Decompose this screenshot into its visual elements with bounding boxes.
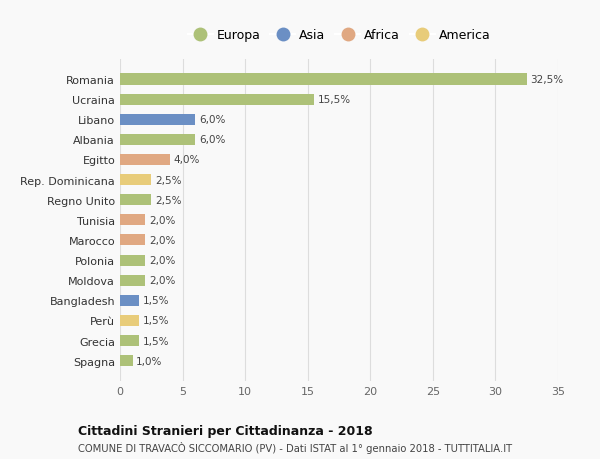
Text: 2,0%: 2,0% <box>149 235 175 246</box>
Bar <box>120 134 195 146</box>
Bar <box>120 95 314 106</box>
Bar <box>120 155 170 166</box>
Bar <box>120 174 151 186</box>
Text: 2,0%: 2,0% <box>149 275 175 285</box>
Text: 6,0%: 6,0% <box>199 135 225 145</box>
Bar <box>120 275 145 286</box>
Bar <box>120 295 139 306</box>
Bar <box>120 215 145 226</box>
Text: Cittadini Stranieri per Cittadinanza - 2018: Cittadini Stranieri per Cittadinanza - 2… <box>78 424 373 437</box>
Bar <box>120 235 145 246</box>
Text: 1,5%: 1,5% <box>143 296 169 306</box>
Text: COMUNE DI TRAVACÒ SICCOMARIO (PV) - Dati ISTAT al 1° gennaio 2018 - TUTTITALIA.I: COMUNE DI TRAVACÒ SICCOMARIO (PV) - Dati… <box>78 441 512 453</box>
Text: 4,0%: 4,0% <box>174 155 200 165</box>
Bar <box>120 114 195 125</box>
Bar <box>120 335 139 346</box>
Bar <box>120 355 133 366</box>
Bar <box>120 255 145 266</box>
Bar <box>120 74 527 85</box>
Text: 1,5%: 1,5% <box>143 316 169 326</box>
Text: 2,0%: 2,0% <box>149 256 175 265</box>
Text: 15,5%: 15,5% <box>318 95 351 105</box>
Text: 1,5%: 1,5% <box>143 336 169 346</box>
Legend: Europa, Asia, Africa, America: Europa, Asia, Africa, America <box>182 24 496 47</box>
Text: 2,5%: 2,5% <box>155 175 182 185</box>
Bar <box>120 315 139 326</box>
Text: 6,0%: 6,0% <box>199 115 225 125</box>
Bar <box>120 195 151 206</box>
Text: 32,5%: 32,5% <box>530 75 563 85</box>
Text: 2,0%: 2,0% <box>149 215 175 225</box>
Text: 2,5%: 2,5% <box>155 195 182 205</box>
Text: 1,0%: 1,0% <box>136 356 163 366</box>
